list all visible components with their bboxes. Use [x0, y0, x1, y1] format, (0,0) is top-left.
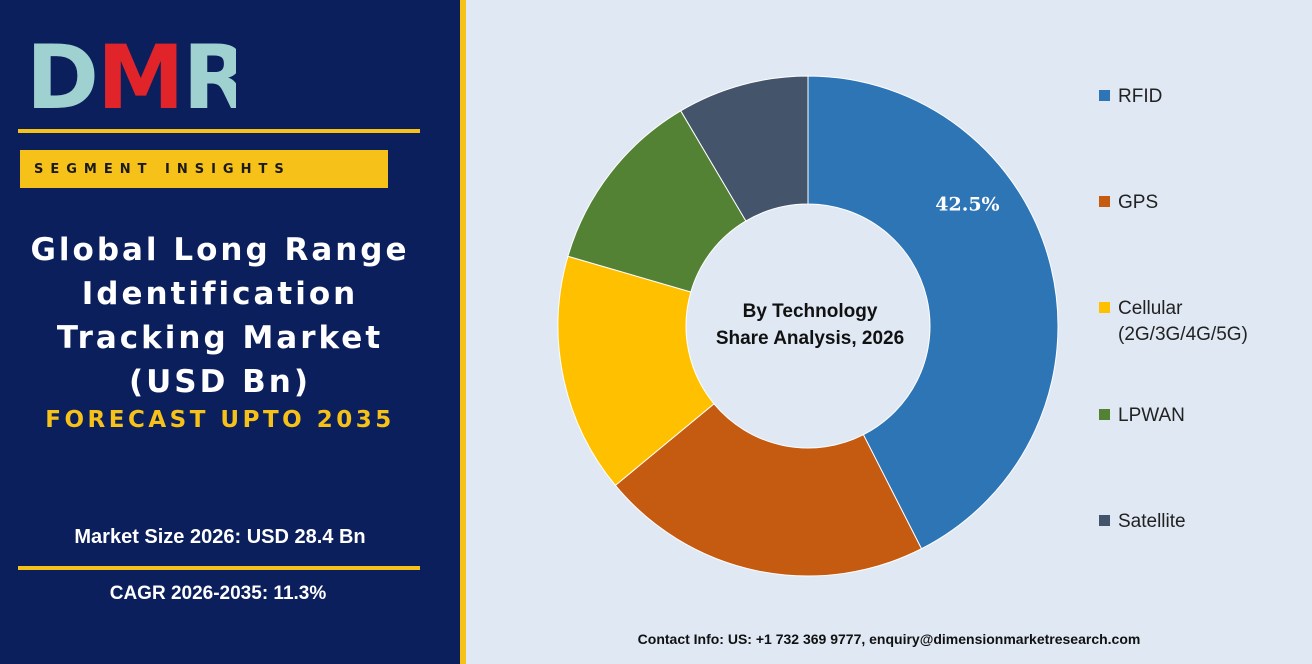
legend-label-line: GPS: [1118, 192, 1159, 213]
legend-label: Cellular (2G/3G/4G/5G): [1118, 296, 1248, 348]
logo-letter: M: [97, 36, 183, 116]
legend-item: Cellular (2G/3G/4G/5G): [1099, 296, 1248, 348]
donut-slice-gps: [614, 403, 923, 577]
logo-letter: R: [183, 36, 236, 116]
legend-swatch: [1099, 90, 1110, 101]
dmr-logo-mark: DMR: [26, 26, 251, 129]
logo-text: DMR: [26, 36, 236, 116]
logo-letter: D: [26, 36, 97, 116]
divider-top: [18, 129, 420, 133]
legend-swatch: [1099, 302, 1110, 313]
divider-bottom: [18, 566, 420, 570]
forecast-label: FORECAST UPTO 2035: [45, 407, 395, 433]
market-title: Global Long Range Identification Trackin…: [10, 228, 430, 404]
legend-label: RFID: [1118, 84, 1162, 110]
legend-label: LPWAN: [1118, 403, 1185, 429]
legend-label-line: Satellite: [1118, 511, 1186, 532]
legend-item: GPS: [1099, 190, 1158, 216]
market-title-line: Global Long Range: [30, 232, 410, 268]
chart-center-title: By Technology Share Analysis, 2026: [690, 298, 930, 352]
legend-swatch: [1099, 515, 1110, 526]
legend-item: Satellite: [1099, 509, 1186, 535]
market-size-text: Market Size 2026: USD 28.4 Bn: [74, 526, 366, 548]
legend-swatch: [1099, 409, 1110, 420]
cagr-text: CAGR 2026-2035: 11.3%: [109, 583, 327, 604]
segment-insights-label: SEGMENT INSIGHTS: [34, 161, 291, 177]
donut-chart: 42.5%: [557, 75, 1059, 577]
contact-info: Contact Info: US: +1 732 369 9777, enqui…: [637, 631, 1141, 647]
market-title-line: Identification: [81, 276, 359, 312]
chart-title-line: Share Analysis, 2026: [715, 328, 905, 349]
left-info-panel: DMR SEGMENT INSIGHTS Global Long Range I…: [0, 0, 460, 664]
gold-accent-strip: [460, 0, 466, 664]
legend-label: GPS: [1118, 190, 1158, 216]
legend-label-line: (2G/3G/4G/5G): [1118, 324, 1248, 345]
legend-label: Satellite: [1118, 509, 1186, 535]
legend-item: RFID: [1099, 84, 1162, 110]
legend-label-line: Cellular: [1118, 298, 1183, 319]
legend-item: LPWAN: [1099, 403, 1185, 429]
donut-slice-rfid: [807, 75, 1059, 550]
dmr-logo: DMR: [26, 26, 251, 129]
chart-title-line: By Technology: [742, 301, 878, 322]
legend-swatch: [1099, 196, 1110, 207]
donut-slice-cellular: [557, 255, 715, 487]
market-title-line: Tracking Market: [56, 320, 384, 356]
data-label-rfid: 42.5%: [935, 194, 999, 216]
market-title-line: (USD Bn): [128, 364, 312, 400]
segment-insights-badge: SEGMENT INSIGHTS: [20, 150, 388, 188]
donut-slice-satellite: [680, 75, 809, 222]
legend-label-line: LPWAN: [1118, 405, 1185, 426]
donut-slice-lpwan: [567, 110, 747, 293]
legend-label-line: RFID: [1118, 86, 1163, 107]
